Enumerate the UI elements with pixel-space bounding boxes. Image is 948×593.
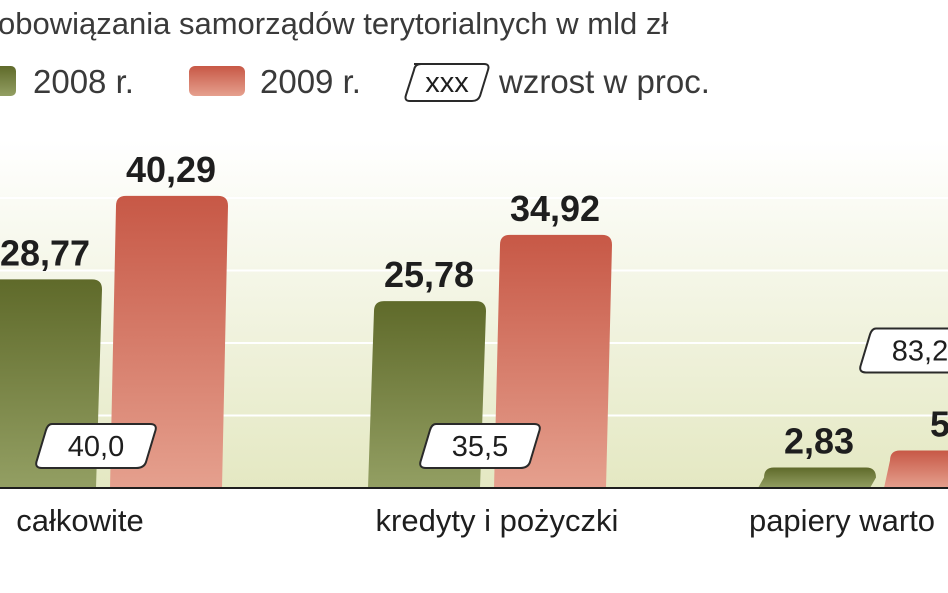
legend-growth-label: wzrost w proc. (498, 63, 710, 100)
value-label-2009-1: 40,29 (126, 149, 216, 190)
category-label-1: całkowite (16, 503, 144, 538)
legend-label-2009: 2009 r. (260, 63, 361, 100)
growth-box-1 (35, 423, 157, 469)
growth-label-3: 83,2 (892, 335, 948, 367)
value-labels: 28,77 40,29 25,78 34,92 2,83 5, (0, 149, 948, 462)
legend: 2008 r. 2009 r. xxx wzrost w proc. (0, 63, 710, 102)
chart-title: obowiązania samorządów terytorialnych w … (0, 6, 668, 41)
value-label-2009-3: 5, (930, 403, 948, 444)
value-label-2008-3: 2,83 (784, 420, 854, 461)
growth-label-1: 40,0 (68, 431, 124, 463)
legend-growth-symbol: xxx (425, 67, 469, 99)
growth-box-2 (419, 423, 541, 469)
category-label-3: papiery warto (749, 503, 935, 538)
category-labels: całkowite kredyty i pożyczki papiery warto (16, 503, 935, 538)
legend-label-2008: 2008 r. (33, 63, 134, 100)
legend-swatch-2009 (189, 66, 245, 96)
growth-box-3 (859, 327, 948, 374)
legend-swatch-2008 (0, 66, 16, 96)
category-label-2: kredyty i pożyczki (376, 503, 619, 538)
legend-growth-box (404, 63, 490, 102)
growth-label-2: 35,5 (452, 431, 508, 463)
bar-2009-3 (884, 450, 948, 488)
growth-labels: 40,0 35,5 83,2 (35, 327, 948, 469)
value-label-2009-2: 34,92 (510, 188, 600, 229)
value-label-2008-2: 25,78 (384, 254, 474, 295)
value-label-2008-1: 28,77 (0, 232, 90, 273)
bar-2009-1 (110, 195, 228, 488)
bar-2008-3 (758, 467, 876, 488)
